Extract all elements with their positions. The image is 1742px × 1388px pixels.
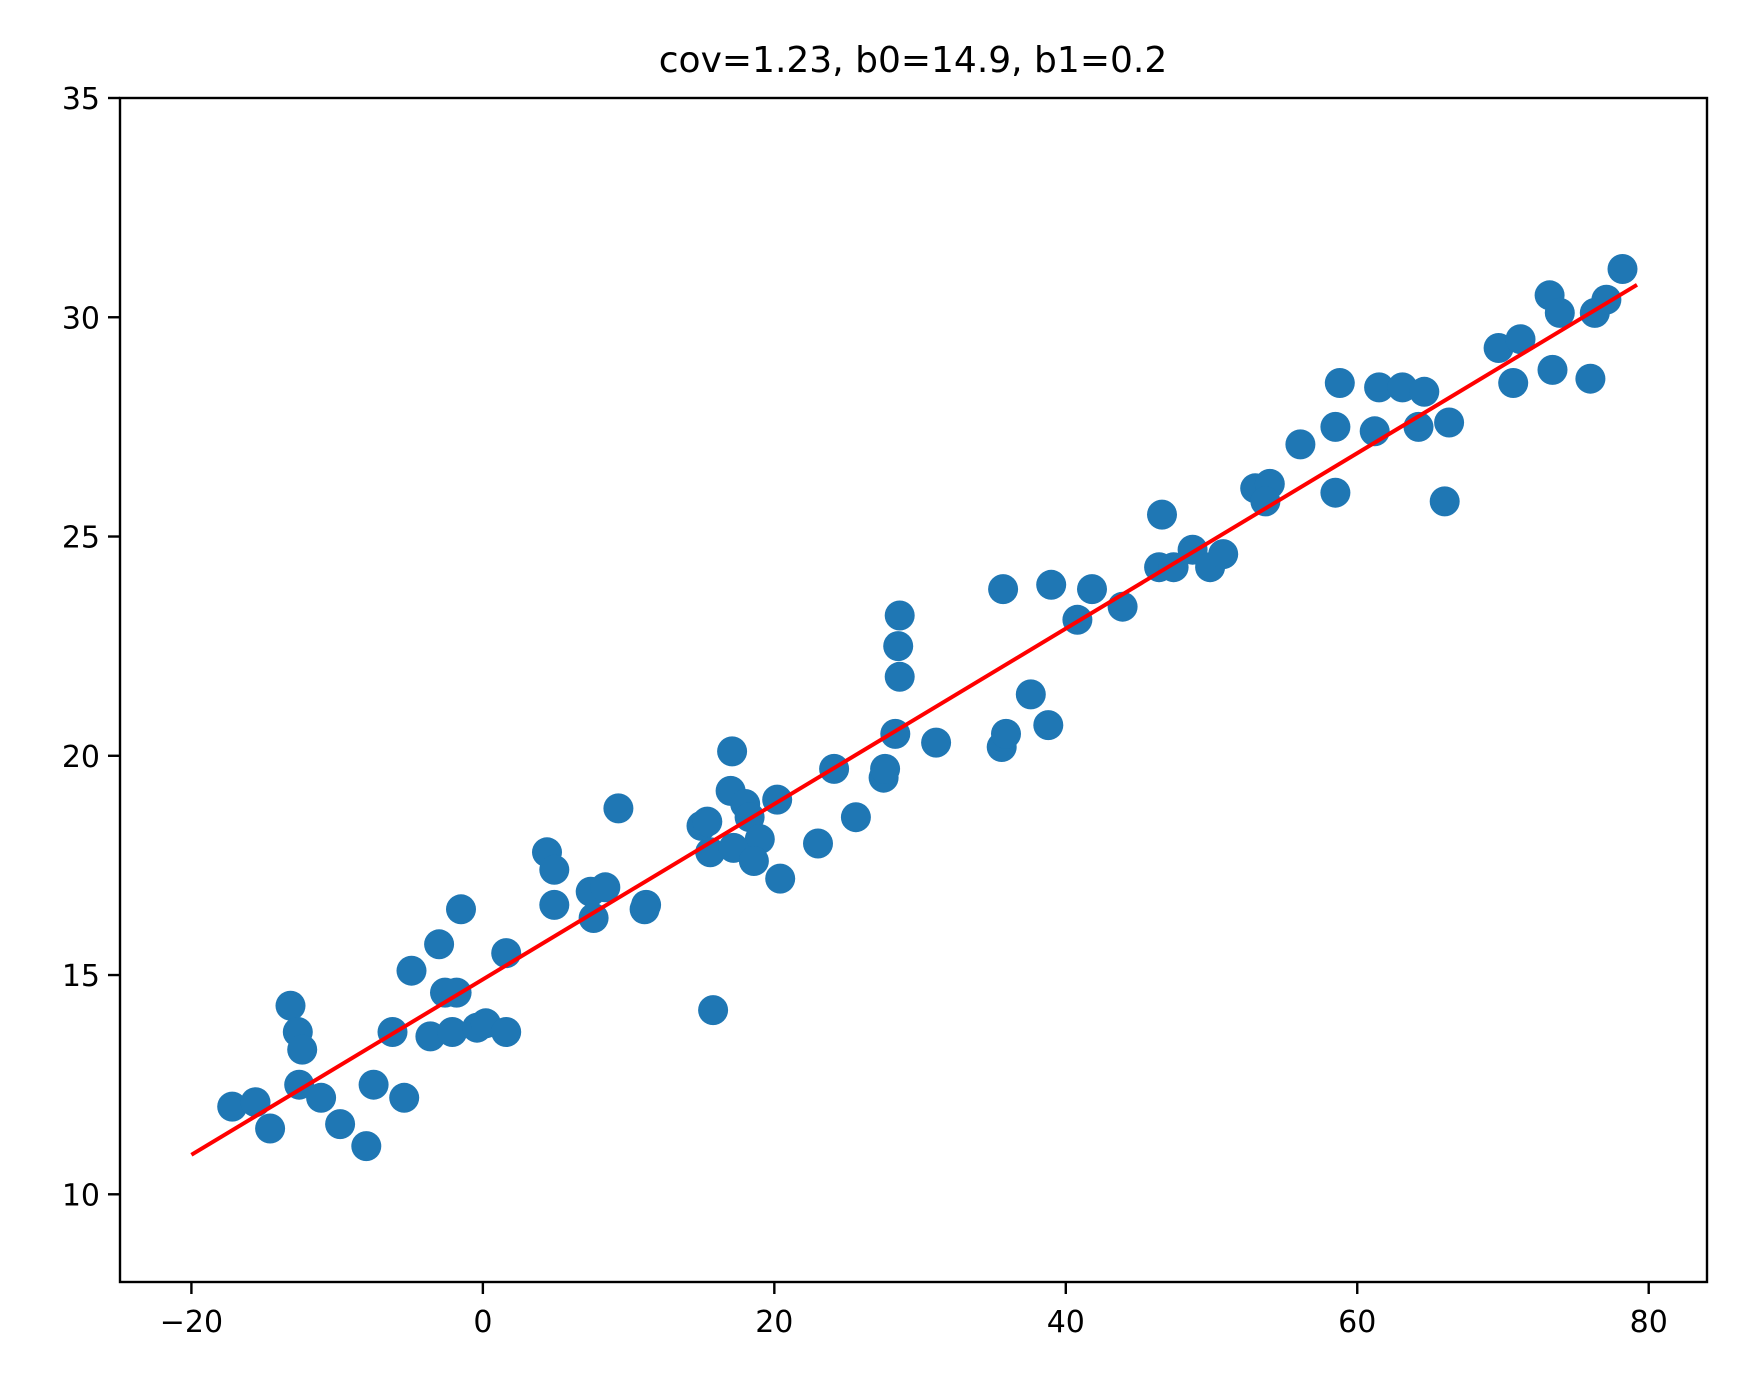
y-tick-label: 10 xyxy=(62,1178,100,1213)
data-point xyxy=(287,1034,318,1065)
data-point xyxy=(275,990,306,1021)
axes-frame xyxy=(118,96,1709,1284)
x-tick-label: −20 xyxy=(160,1305,223,1340)
data-point xyxy=(1364,372,1395,403)
data-point xyxy=(1409,376,1440,407)
data-point xyxy=(1320,477,1351,508)
data-point xyxy=(765,863,796,894)
data-point xyxy=(1505,324,1536,355)
data-point xyxy=(1015,679,1046,710)
data-point xyxy=(883,631,914,662)
data-point xyxy=(1250,486,1281,517)
data-point xyxy=(240,1087,271,1118)
data-point xyxy=(424,929,455,960)
data-point xyxy=(491,1017,522,1047)
data-point xyxy=(629,894,660,925)
x-tick-label: 80 xyxy=(1630,1305,1668,1340)
data-point xyxy=(437,1017,468,1047)
plot-area xyxy=(190,254,1639,1162)
data-point xyxy=(539,854,570,885)
fit-line xyxy=(190,283,1639,1157)
data-point xyxy=(840,802,871,833)
data-point xyxy=(991,718,1021,749)
data-point xyxy=(988,574,1019,605)
x-tick-label: 20 xyxy=(755,1305,793,1340)
y-tick-label: 15 xyxy=(62,959,100,994)
data-point xyxy=(884,600,915,631)
y-tick-label: 25 xyxy=(62,521,100,556)
data-point xyxy=(1575,363,1606,394)
data-point xyxy=(396,955,427,986)
data-point xyxy=(1208,539,1239,570)
regression-line xyxy=(190,283,1639,1157)
data-point xyxy=(1544,297,1575,328)
y-tick-label: 35 xyxy=(62,82,100,117)
data-point xyxy=(446,894,476,925)
data-point xyxy=(539,889,570,920)
data-point xyxy=(306,1082,337,1113)
data-point xyxy=(692,806,723,837)
data-point xyxy=(1033,710,1064,741)
data-point xyxy=(217,1091,248,1122)
data-point xyxy=(603,793,634,824)
data-point xyxy=(358,1069,389,1100)
data-point xyxy=(1036,569,1067,600)
data-point xyxy=(351,1131,382,1162)
data-point xyxy=(389,1082,420,1113)
y-axis: 10 15 20 25 30 35 xyxy=(62,82,120,1213)
y-tick-label: 20 xyxy=(62,740,100,775)
data-point xyxy=(698,995,729,1026)
x-axis: −20 0 20 40 60 80 xyxy=(160,1282,1668,1340)
chart-title: cov=1.23, b0=14.9, b1=0.2 xyxy=(659,40,1167,81)
data-point xyxy=(1324,368,1355,398)
data-point xyxy=(870,753,901,784)
data-point xyxy=(803,828,833,859)
data-point xyxy=(1320,411,1351,442)
data-point xyxy=(884,661,915,692)
data-point xyxy=(255,1113,286,1144)
data-point xyxy=(738,846,769,876)
data-point xyxy=(1077,574,1107,605)
x-tick-label: 60 xyxy=(1338,1305,1376,1340)
data-point xyxy=(590,872,621,903)
data-point xyxy=(1434,407,1465,438)
x-tick-label: 40 xyxy=(1047,1305,1085,1340)
data-point xyxy=(1498,368,1529,398)
data-point xyxy=(1285,429,1316,460)
x-tick-label: 0 xyxy=(473,1305,492,1340)
data-point xyxy=(1607,254,1638,284)
data-point xyxy=(1147,499,1177,530)
y-tick-label: 30 xyxy=(62,301,100,336)
data-point xyxy=(1537,354,1568,385)
data-point xyxy=(1429,486,1460,517)
data-point xyxy=(921,727,952,758)
data-point xyxy=(717,736,748,767)
data-point xyxy=(325,1109,356,1140)
